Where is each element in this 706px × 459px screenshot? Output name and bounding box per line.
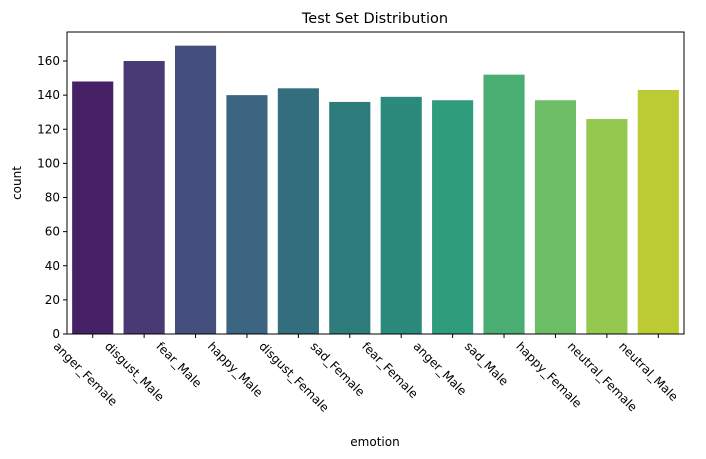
y-tick-label: 160 [37, 54, 60, 68]
bar-sad_Male [483, 74, 525, 334]
bars-group [72, 45, 679, 335]
y-tick-label: 140 [37, 88, 60, 102]
x-tick-label: fear_Male [153, 339, 204, 390]
y-tick-label: 120 [37, 122, 60, 136]
y-axis: 0 20 40 60 80 100 120 140 160 [37, 54, 67, 341]
y-axis-title: count [10, 166, 24, 200]
y-tick-label: 40 [45, 259, 60, 273]
y-tick-label: 100 [37, 156, 60, 170]
y-tick-label: 80 [45, 191, 60, 205]
bar-disgust_Male [123, 61, 165, 335]
bar-fear_Female [380, 96, 422, 335]
bar-happy_Male [226, 95, 268, 334]
bar-disgust_Female [277, 88, 319, 334]
bar-anger_Female [72, 81, 114, 334]
bar-anger_Male [432, 100, 474, 334]
y-tick-label: 60 [45, 225, 60, 239]
x-tick-label: sad_Male [462, 339, 511, 388]
bar-neutral_Female [586, 119, 628, 334]
x-axis-title: emotion [350, 435, 399, 449]
bar-neutral_Male [637, 90, 679, 335]
chart-title: Test Set Distribution [301, 11, 448, 27]
plot-frame [66, 31, 685, 335]
y-tick-label: 20 [45, 293, 60, 307]
bar-fear_Male [174, 45, 217, 334]
bar-happy_Female [534, 100, 577, 334]
y-tick-label: 0 [52, 327, 60, 341]
bar-sad_Female [329, 101, 371, 334]
